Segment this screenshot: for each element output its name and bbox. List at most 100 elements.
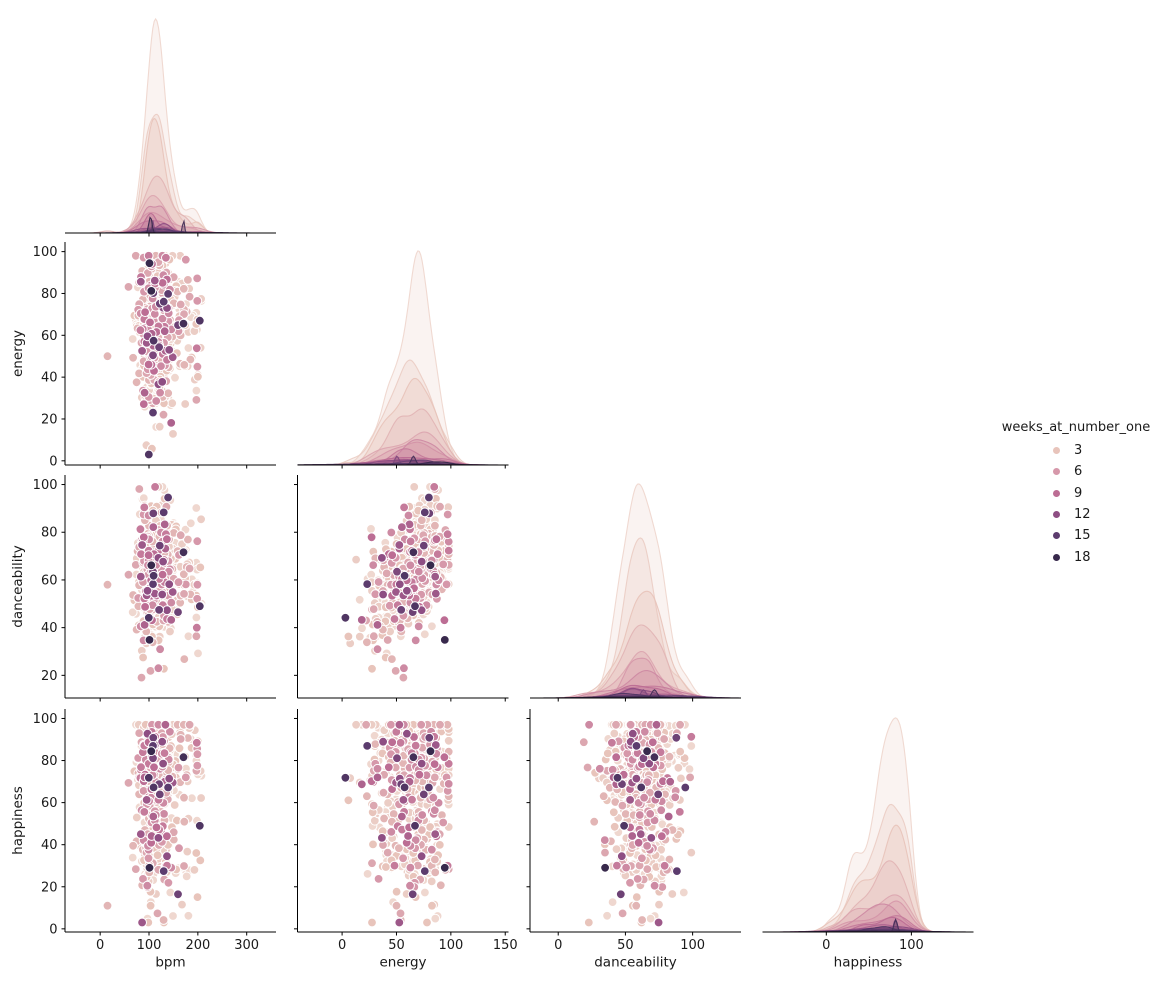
x-tick-label: 0 — [96, 938, 104, 953]
scatter-point — [578, 737, 589, 748]
panel-danceability-vs-energy — [294, 475, 509, 702]
scatter-point — [389, 860, 400, 871]
scatter-point — [372, 644, 383, 655]
scatter-point — [680, 782, 691, 793]
scatter-point — [173, 889, 183, 900]
scatter-point — [192, 536, 203, 547]
scatter-point — [442, 529, 453, 540]
scatter-point — [382, 847, 393, 858]
scatter-point — [616, 851, 627, 862]
scatter-point — [646, 833, 657, 843]
scatter-point — [159, 519, 170, 530]
scatter-point — [399, 782, 410, 793]
scatter-point — [439, 635, 450, 645]
scatter-point — [637, 853, 647, 864]
panel-danceability-vs-bpm: 20 40 60 80 100 — [33, 475, 276, 702]
scatter-point — [191, 503, 202, 513]
scatter-point — [158, 409, 169, 420]
scatter-point — [402, 728, 412, 739]
scatter-point — [625, 877, 635, 888]
scatter-point — [191, 737, 202, 748]
y-tick-label: 0 — [49, 454, 57, 469]
scatter-point — [439, 752, 450, 763]
scatter-point — [154, 421, 165, 432]
x-tick-label: 0 — [822, 938, 830, 953]
kde-fill-weeks-4 — [65, 176, 276, 233]
scatter-point — [182, 846, 193, 857]
scatter-point — [656, 831, 667, 842]
scatter-point — [435, 719, 445, 730]
scatter-point — [159, 748, 170, 758]
scatter-point — [424, 492, 434, 503]
scatter-point — [633, 837, 644, 848]
y-tick-label: 40 — [41, 621, 58, 636]
x-tick-label: 0 — [338, 938, 346, 953]
scatter-point — [611, 719, 621, 730]
scatter-point — [183, 343, 194, 353]
scatter-point — [191, 631, 202, 642]
scatter-point — [635, 829, 646, 839]
scatter-point — [340, 772, 351, 783]
scatter-point — [435, 501, 445, 512]
scatter-point — [148, 782, 159, 793]
scatter-point — [157, 736, 168, 747]
scatter-point — [398, 853, 409, 864]
scatter-point — [168, 911, 178, 921]
scatter-point — [399, 570, 410, 581]
scatter-point — [419, 507, 430, 518]
scatter-point — [162, 851, 172, 862]
scatter-point — [405, 560, 416, 571]
diag-kde-happiness: 0 100 — [762, 717, 974, 953]
x-tick-label: 0 — [554, 938, 562, 953]
scatter-point — [138, 652, 149, 663]
scatter-point — [417, 810, 428, 820]
legend-swatch — [1053, 553, 1060, 561]
scatter-point — [410, 740, 421, 751]
scatter-point — [427, 621, 437, 632]
scatter-point — [102, 900, 113, 911]
scatter-point — [146, 560, 157, 571]
scatter-point — [143, 612, 154, 623]
scatter-point — [405, 880, 415, 891]
scatter-point — [409, 482, 420, 492]
scatter-point — [612, 772, 623, 783]
scatter-point — [142, 880, 153, 891]
scatter-point — [430, 854, 440, 865]
scatter-point — [441, 579, 452, 590]
scatter-point — [192, 361, 203, 372]
x-tick-label: 100 — [680, 938, 705, 953]
scatter-point — [394, 843, 404, 854]
legend-swatch — [1053, 468, 1060, 476]
scatter-point — [368, 560, 379, 570]
scatter-point — [372, 620, 383, 630]
scatter-point — [191, 622, 202, 633]
scatter-point — [425, 746, 436, 757]
scatter-point — [384, 600, 395, 611]
scatter-point — [428, 792, 439, 803]
scatter-point — [659, 734, 669, 744]
legend-swatch — [1053, 447, 1060, 455]
legend-item-15: 15 — [993, 525, 1159, 546]
scatter-point — [177, 899, 187, 910]
scatter-point — [145, 900, 156, 911]
y-tick-label: 40 — [41, 371, 58, 386]
scatter-point — [676, 773, 686, 784]
scatter-point — [152, 850, 163, 861]
scatter-point — [395, 622, 406, 633]
scatter-point — [434, 840, 445, 850]
scatter-point — [634, 810, 645, 820]
scatter-point — [139, 807, 150, 817]
scatter-point — [402, 585, 412, 596]
scatter-point — [183, 910, 194, 921]
scatter-point — [686, 741, 697, 751]
scatter-point — [430, 520, 440, 531]
y-tick-label: 60 — [41, 796, 58, 811]
scatter-point — [670, 792, 681, 803]
scatter-point — [410, 601, 420, 612]
legend-item-label: 15 — [1074, 528, 1091, 544]
scatter-point — [627, 831, 638, 841]
scatter-point — [420, 887, 430, 898]
legend-item-9: 9 — [993, 483, 1159, 504]
scatter-point — [398, 672, 409, 683]
scatter-point — [178, 547, 189, 558]
